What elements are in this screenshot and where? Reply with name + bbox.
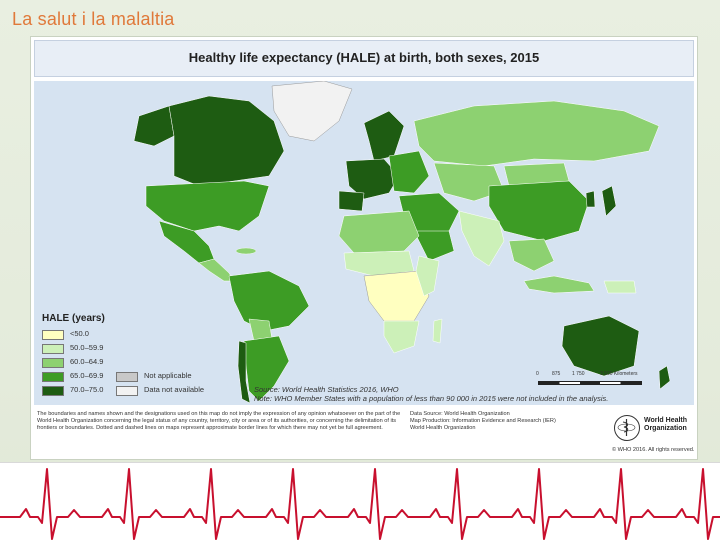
who-emblem-graphic [617, 419, 636, 436]
who-name: World Health Organization [644, 417, 687, 433]
who-name-line1: World Health [644, 417, 688, 424]
legend-label: 50.0–59.9 [70, 343, 104, 352]
map-header: Healthy life expectancy (HALE) at birth,… [34, 40, 694, 77]
legend-label: 70.0–75.0 [70, 385, 104, 394]
world-map-svg [133, 81, 671, 404]
south-asia [458, 210, 505, 267]
papua [603, 280, 637, 294]
scale-tick: 3 500 Kilometers [600, 371, 638, 377]
source-line: Source: World Health Statistics 2016, WH… [254, 385, 399, 394]
legend-swatch [116, 372, 138, 382]
legend-swatch [42, 344, 64, 354]
russia [413, 100, 660, 167]
ecg-heartbeat-line [0, 468, 720, 540]
china [488, 180, 590, 242]
slide-title: La salut i la malaltia [12, 9, 175, 29]
caribbean [235, 247, 257, 255]
usa [145, 180, 270, 232]
greenland [271, 81, 353, 142]
eastern-europe [388, 150, 430, 194]
southeast-asia [508, 238, 555, 272]
korea [585, 190, 596, 208]
indonesia [523, 275, 595, 294]
scale-tick: 0 [536, 371, 539, 377]
map-disclaimer: The boundaries and names shown and the d… [37, 411, 401, 431]
canada [168, 95, 285, 187]
legend-label: 60.0–64.9 [70, 357, 104, 366]
legend-title: HALE (years) [42, 313, 105, 324]
credit-org: World Health Organization [410, 425, 476, 431]
alaska [133, 105, 175, 147]
japan [601, 185, 617, 217]
hale-world-map-figure: Healthy life expectancy (HALE) at birth,… [30, 36, 698, 460]
legend-swatch [42, 372, 64, 382]
legend-swatch [116, 386, 138, 396]
map-credits: Data Source: World Health Organization M… [410, 411, 600, 432]
map-source-note: Source: World Health Statistics 2016, WH… [254, 385, 608, 403]
scale-bar [538, 381, 642, 385]
north-africa [338, 210, 420, 254]
map-heading: Healthy life expectancy (HALE) at birth,… [188, 50, 540, 65]
legend-label: Not applicable [144, 371, 192, 380]
south-america-north [228, 270, 310, 332]
australia [561, 315, 640, 377]
ecg-strip [0, 462, 720, 541]
map-scale: 0 875 1 750 3 500 Kilometers [534, 371, 644, 393]
legend-swatch [42, 358, 64, 368]
central-america [198, 258, 235, 282]
chile [237, 340, 251, 404]
world-map: HALE (years) <50.0 50.0–59.9 60.0–64.9 6… [34, 81, 694, 405]
credit-data-source: Data Source: World Health Organization [410, 411, 510, 417]
who-emblem-icon [614, 415, 640, 441]
legend-label: <50.0 [70, 329, 89, 338]
scandinavia [363, 110, 405, 162]
legend-label: 65.0–69.9 [70, 371, 104, 380]
iberia [338, 190, 365, 212]
scale-tick: 875 [552, 371, 561, 377]
western-europe [345, 158, 400, 200]
who-copyright: © WHO 2016. All rights reserved. [612, 447, 695, 453]
legend-swatch [42, 386, 64, 396]
legend-swatch [42, 330, 64, 340]
note-line: Note: WHO Member States with a populatio… [254, 394, 609, 403]
credit-map-production: Map Production: Information Evidence and… [410, 418, 556, 424]
new-zealand [658, 365, 671, 390]
who-logo: World Health Organization © WHO 2016. Al… [612, 413, 695, 453]
southern-africa [383, 320, 420, 354]
madagascar [432, 318, 443, 344]
map-footer: The boundaries and names shown and the d… [34, 409, 694, 459]
legend-label: Data not available [144, 385, 205, 394]
who-name-line2: Organization [644, 425, 687, 432]
east-africa [415, 255, 440, 297]
arabia [413, 230, 455, 262]
south-america-south [243, 335, 290, 402]
scale-tick: 1 750 [572, 371, 585, 377]
